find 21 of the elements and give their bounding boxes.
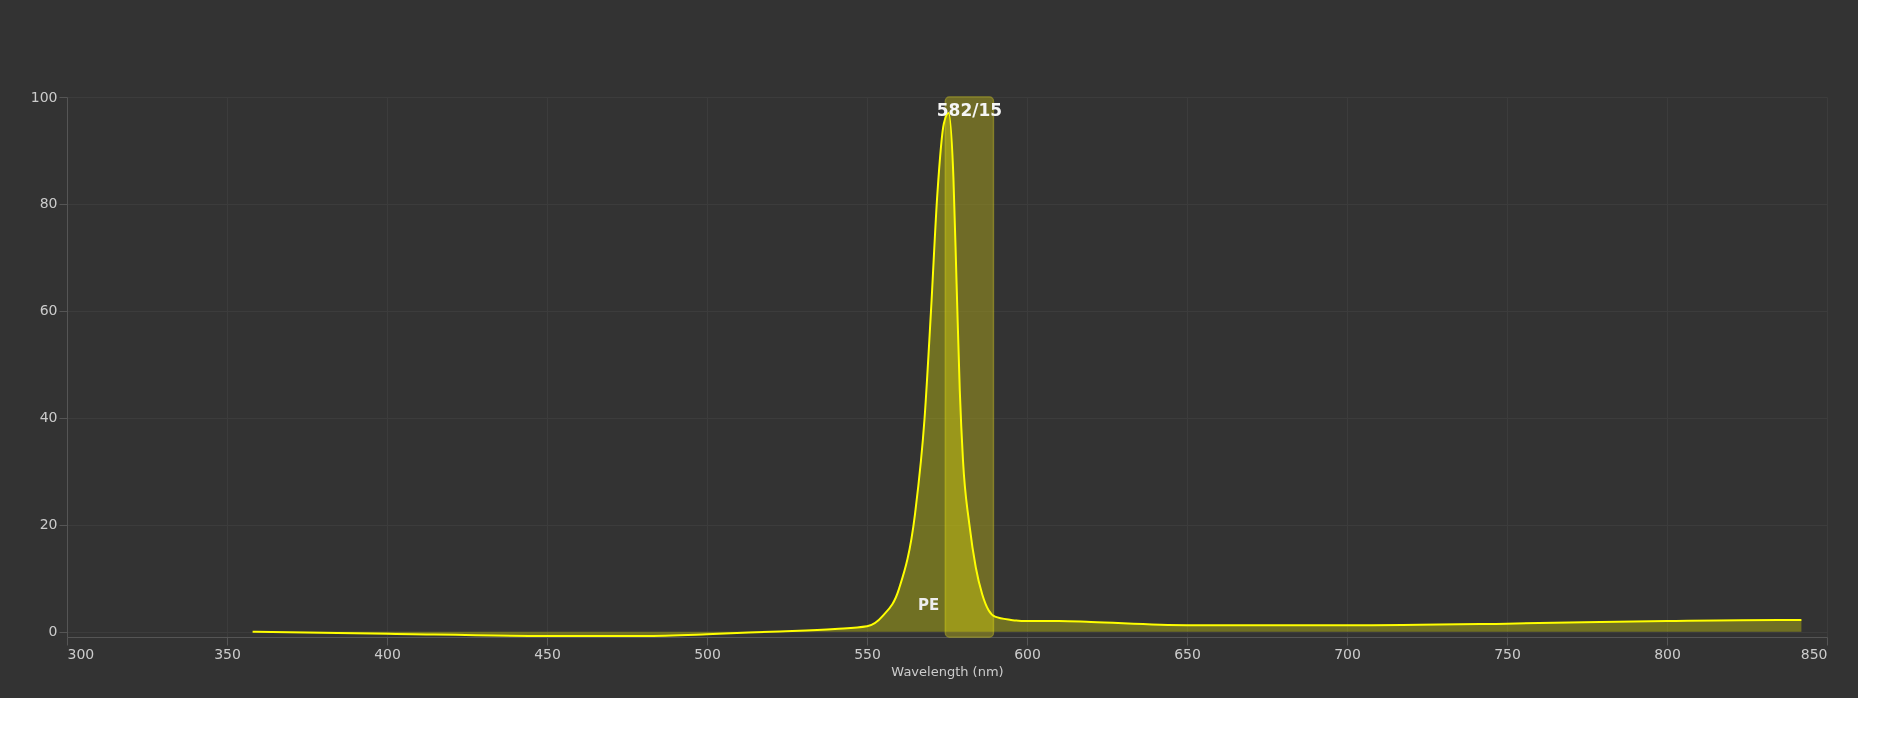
- x-tick-label: 800: [1654, 645, 1681, 662]
- x-tick-label: 600: [1014, 645, 1041, 662]
- x-tick-label: 850: [1800, 645, 1828, 662]
- x-tick-label: 350: [214, 645, 241, 662]
- band-label: 582/15: [936, 100, 1003, 120]
- x-tick-label: 450: [534, 645, 561, 662]
- x-tick-label: 550: [854, 645, 881, 662]
- x-tick-label: 400: [374, 645, 401, 662]
- y-tick-label: 0: [48, 623, 58, 640]
- x-tick-label: 700: [1334, 645, 1361, 662]
- x-tick-label: 650: [1174, 645, 1201, 662]
- x-tick-label: 500: [694, 645, 721, 662]
- y-tick-label: 80: [39, 195, 58, 212]
- x-tick-label: 300: [67, 645, 95, 662]
- y-tick-label: 40: [39, 409, 58, 426]
- y-tick-label: 60: [39, 302, 58, 319]
- series-label: PE: [917, 596, 940, 614]
- x-axis-title: Wavelength (nm): [891, 663, 1004, 679]
- x-tick-label: 750: [1494, 645, 1521, 662]
- y-tick-label: 20: [39, 516, 58, 533]
- y-tick-label: 100: [30, 88, 58, 105]
